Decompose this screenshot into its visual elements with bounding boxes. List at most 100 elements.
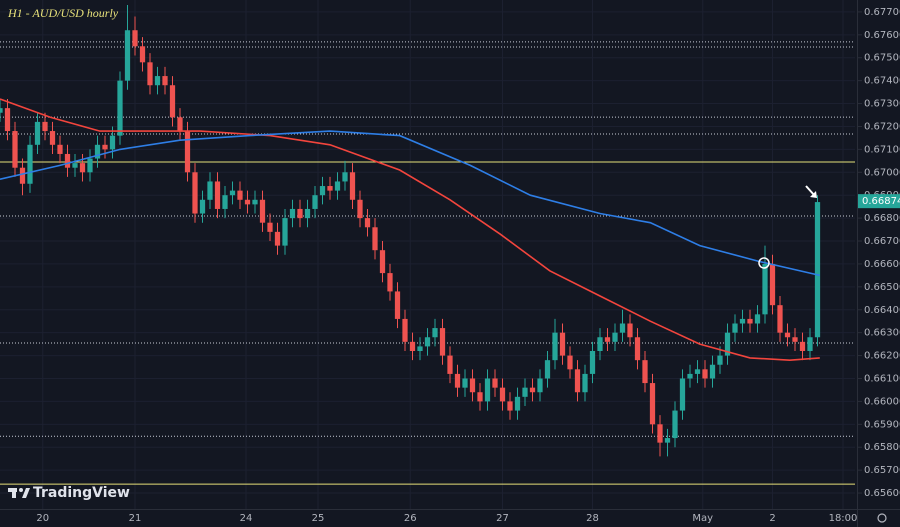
candle-body <box>807 337 813 351</box>
candle-body <box>79 163 86 173</box>
candle-body <box>687 373 693 379</box>
candle-body <box>42 121 48 132</box>
highlight-circle <box>758 257 770 269</box>
moving-average <box>0 98 820 362</box>
last-price-box <box>858 194 900 209</box>
moving-average <box>0 130 820 277</box>
levels <box>0 41 855 485</box>
candle-body <box>259 199 266 223</box>
candle-body <box>19 167 26 184</box>
candles <box>0 5 821 457</box>
x-tick-label: May <box>692 513 713 524</box>
candle-body <box>229 190 236 196</box>
candle-body <box>177 117 183 132</box>
candle-body <box>567 355 573 370</box>
chart-title: H1 - AUD/USD hourly <box>7 6 119 20</box>
candle-body <box>739 318 746 324</box>
candle-body <box>747 318 753 324</box>
candle-body <box>57 144 63 154</box>
candle-body <box>484 378 491 402</box>
candle-body <box>417 346 423 351</box>
candle-body <box>537 378 543 393</box>
candle-body <box>342 172 348 182</box>
candle-body <box>544 360 551 379</box>
candle-body <box>559 332 566 356</box>
candle-body <box>87 158 93 173</box>
x-tick-label: 20 <box>36 513 49 524</box>
candle-body <box>447 355 453 374</box>
settings-icon[interactable] <box>877 513 887 523</box>
candle-body <box>462 378 468 388</box>
candle-body <box>49 131 56 145</box>
candle-body <box>364 218 371 228</box>
candle-body <box>604 337 611 342</box>
candle-body <box>4 108 11 132</box>
x-tick-label: 21 <box>129 513 142 524</box>
candle-body <box>12 131 18 168</box>
candle-body <box>574 369 581 393</box>
candle-body <box>124 30 131 81</box>
candle-body <box>642 360 648 384</box>
candle-body <box>304 208 311 219</box>
candle-body <box>657 424 663 443</box>
candle-body <box>469 378 476 393</box>
x-tick-label: 26 <box>404 513 417 524</box>
candle-body <box>777 305 783 333</box>
overlays <box>0 98 820 362</box>
x-tick-label: 2 <box>769 513 775 524</box>
logo: TradingView <box>8 485 130 501</box>
candle-body <box>432 328 438 338</box>
candle-body <box>199 199 206 214</box>
candle-body <box>184 131 191 173</box>
candle-body <box>349 172 356 200</box>
candle-body <box>522 387 528 397</box>
candle-body <box>214 181 221 209</box>
candle-body <box>477 392 483 402</box>
candle-body <box>192 172 198 214</box>
arrow-annotation <box>805 185 817 198</box>
candle-body <box>357 199 363 219</box>
candle-body <box>327 186 333 191</box>
watermark: TradingView <box>33 485 130 501</box>
candle-body <box>72 163 78 168</box>
candle-body <box>154 76 161 86</box>
candle-body <box>387 273 393 292</box>
candle-body <box>507 401 513 411</box>
candle-body <box>297 208 303 219</box>
candle-body <box>237 190 243 200</box>
candle-body <box>732 323 738 333</box>
candle-body <box>109 135 116 150</box>
candle-body <box>769 263 776 306</box>
candle-body <box>162 76 168 86</box>
candle-body <box>222 195 228 209</box>
candle-body <box>394 291 401 319</box>
candle-body <box>132 30 138 47</box>
candle-body <box>0 108 3 113</box>
candle-body <box>289 208 296 219</box>
candle-body <box>754 314 761 324</box>
candle-body <box>139 46 146 63</box>
candle-body <box>169 85 176 118</box>
candle-body <box>499 387 506 402</box>
candle-body <box>439 328 446 356</box>
candle-body <box>694 369 701 374</box>
candle-body <box>244 199 251 205</box>
candle-body <box>27 144 33 184</box>
x-tick-label: 25 <box>312 513 325 524</box>
